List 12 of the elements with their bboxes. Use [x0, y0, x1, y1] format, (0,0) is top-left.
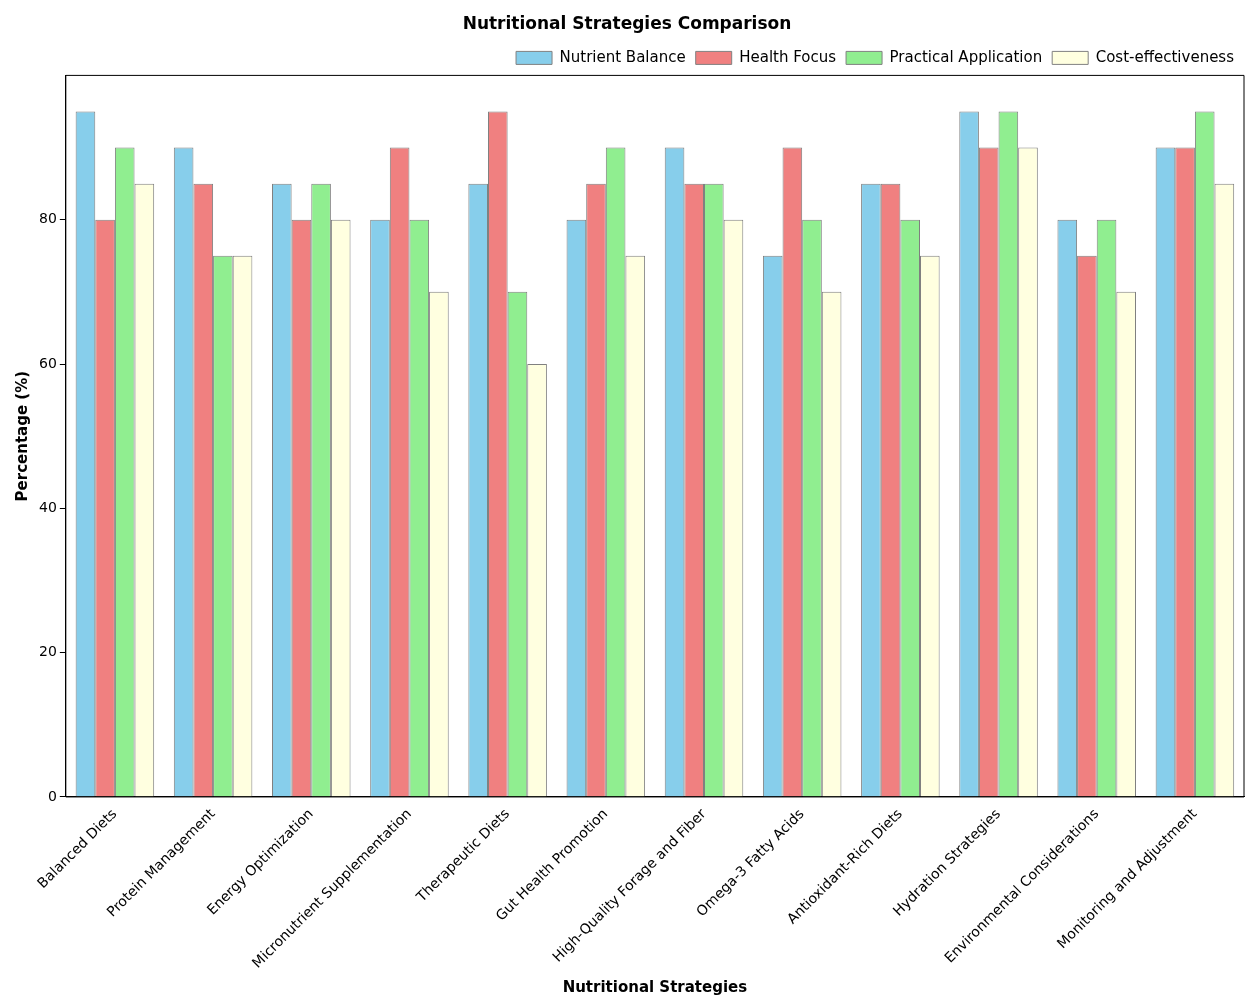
y-tick-label: 60 — [38, 354, 57, 371]
legend-label: Practical Application — [889, 47, 1043, 66]
legend-label: Health Focus — [739, 47, 837, 66]
x-axis-title: Nutritional Strategies — [562, 977, 748, 996]
chart-title: Nutritional Strategies Comparison — [462, 12, 792, 33]
y-tick-label: 20 — [38, 643, 57, 660]
y-axis-title: Percentage (%) — [12, 370, 31, 502]
legend-label: Cost-effectiveness — [1095, 47, 1235, 66]
y-tick-label: 0 — [47, 787, 57, 804]
y-tick-label: 40 — [38, 498, 57, 515]
y-tick-label: 80 — [38, 210, 57, 227]
legend-label: Nutrient Balance — [559, 47, 686, 66]
